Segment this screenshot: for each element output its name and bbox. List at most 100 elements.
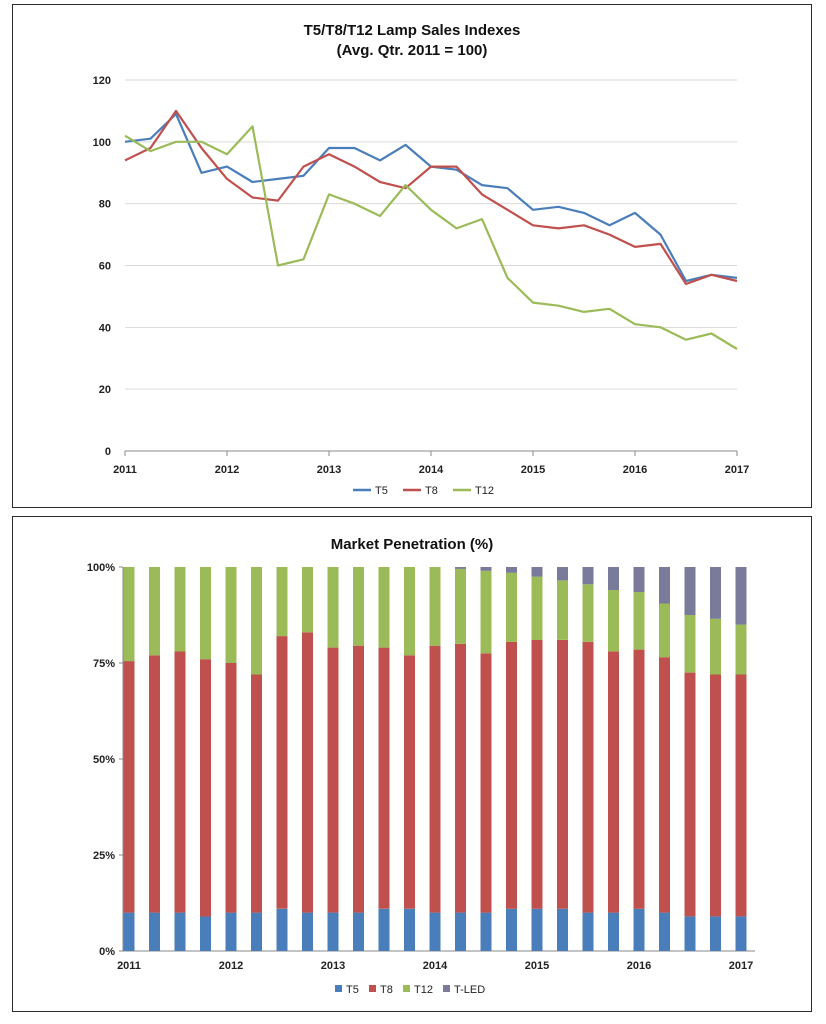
x-tick-label: 2017: [725, 464, 749, 476]
bar-segment-t12: [327, 567, 339, 648]
x-tick-label: 2011: [113, 464, 137, 476]
bar-segment-t5: [123, 912, 135, 951]
bar-segment-t12: [659, 603, 670, 658]
bar-segment-t12: [149, 567, 160, 656]
bar-segment-t8: [225, 663, 237, 913]
x-tick-label: 2013: [317, 464, 341, 476]
chart-title: Market Penetration (%): [330, 536, 494, 553]
bar-segment-t5: [557, 908, 568, 951]
market-penetration-panel: Market Penetration (%) 0% 25% 50% 75% 100% 20…: [12, 516, 812, 1012]
bar-segment-t12: [480, 570, 492, 654]
bar-segment-t5: [480, 912, 492, 951]
bar-segment-t8: [608, 651, 619, 913]
legend-label: T8: [380, 984, 393, 996]
bar-segment-t5: [276, 908, 288, 951]
bar-segment-t8: [735, 674, 747, 917]
bar-segment-t5: [149, 912, 160, 951]
bar-segment-t-led: [557, 567, 568, 581]
y-tick-label: 100%: [87, 562, 115, 574]
bar-segment-t-led: [659, 567, 670, 604]
bar-segment-t8: [455, 643, 466, 913]
legend-swatch: [369, 985, 376, 992]
bar-segment-t5: [378, 908, 390, 951]
bar-segment-t12: [506, 572, 517, 642]
bar-segment-t5: [684, 916, 696, 951]
bar-segment-t8: [123, 661, 135, 913]
bar-segment-t8: [659, 657, 670, 913]
y-tick-label: 100: [93, 137, 111, 149]
bar-segment-t8: [302, 632, 313, 913]
chart-subtitle: (Avg. Qtr. 2011 = 100): [336, 42, 488, 59]
bar-segment-t8: [404, 655, 415, 909]
y-tick-label: 20: [99, 384, 111, 396]
bar-segment-t12: [404, 567, 415, 656]
bar-segment-t12: [353, 567, 364, 646]
legend-label: T12: [475, 485, 494, 497]
bar-segment-t-led: [735, 567, 747, 625]
y-tick-label: 40: [99, 322, 111, 334]
bar-segment-t-led: [684, 567, 696, 615]
bar-segment-t12: [429, 567, 441, 646]
bar-segment-t8: [480, 653, 492, 913]
x-tick-label: 2017: [729, 960, 753, 972]
x-tick-label: 2011: [117, 960, 141, 972]
bar-segment-t5: [429, 912, 441, 951]
bar-segment-t12: [710, 618, 721, 675]
bar-segment-t8: [684, 672, 696, 917]
bar-segment-t-led: [531, 567, 543, 577]
bar-segment-t8: [582, 641, 594, 913]
bar-segment-t12: [582, 584, 594, 642]
y-tick-label: 60: [99, 261, 111, 273]
bar-segment-t-led: [455, 567, 466, 569]
x-tick-label: 2012: [219, 960, 243, 972]
bar-segment-t12: [200, 567, 211, 660]
bar-segment-t8: [633, 649, 645, 909]
bar-segment-t8: [506, 641, 517, 909]
bar-segment-t-led: [506, 567, 517, 573]
bar-segment-t12: [251, 567, 262, 675]
bar-segment-t12: [225, 567, 237, 663]
series-line-t5: [124, 112, 738, 283]
bar-segment-t-led: [608, 567, 619, 590]
bar-segment-t8: [174, 651, 186, 913]
bar-segment-t12: [633, 592, 645, 650]
legend-label: T12: [414, 984, 433, 996]
bar-segment-t-led: [582, 567, 594, 585]
sales-index-panel: T5/T8/T12 Lamp Sales Indexes (Avg. Qtr. …: [12, 4, 812, 508]
bar-segment-t5: [633, 908, 645, 951]
bar-segment-t-led: [710, 567, 721, 619]
chart-title: T5/T8/T12 Lamp Sales Indexes: [303, 22, 521, 39]
series-line-t8: [124, 109, 738, 286]
bar-segment-t5: [251, 912, 262, 951]
bar-segment-t12: [531, 576, 543, 640]
bar-segment-t12: [684, 615, 696, 673]
bar-segment-t5: [735, 916, 747, 951]
bar-segment-t12: [735, 624, 747, 675]
bar-segment-t12: [378, 567, 390, 648]
y-tick-label: 75%: [93, 658, 115, 670]
x-tick-label: 2013: [321, 960, 345, 972]
legend-label: T5: [375, 485, 388, 497]
bar-segment-t5: [404, 908, 415, 951]
bar-segment-t8: [276, 636, 288, 909]
bar-segment-t5: [353, 912, 364, 951]
bar-segment-t12: [455, 568, 466, 644]
bar-segment-t5: [225, 912, 237, 951]
x-tick-label: 2012: [215, 464, 239, 476]
x-tick-label: 2016: [627, 960, 651, 972]
bar-segment-t5: [506, 908, 517, 951]
bar-segment-t8: [429, 645, 441, 913]
x-tick-label: 2014: [423, 960, 448, 972]
bar-segment-t5: [327, 912, 339, 951]
bar-segment-t-led: [633, 567, 645, 592]
x-tick-label: 2014: [419, 464, 444, 476]
bar-segment-t12: [557, 580, 568, 640]
bar-segment-t12: [123, 567, 135, 662]
series-line-t12: [124, 125, 738, 350]
bar-segment-t5: [174, 912, 186, 951]
legend-swatch: [443, 985, 450, 992]
bar-segment-t12: [174, 567, 186, 652]
market-penetration-bar-chart: 0% 25% 50% 75% 100% 2011 2012 2013 2014 2015 2016 2…: [87, 562, 755, 996]
bar-segment-t5: [302, 912, 313, 951]
bar-segment-t8: [251, 674, 262, 913]
